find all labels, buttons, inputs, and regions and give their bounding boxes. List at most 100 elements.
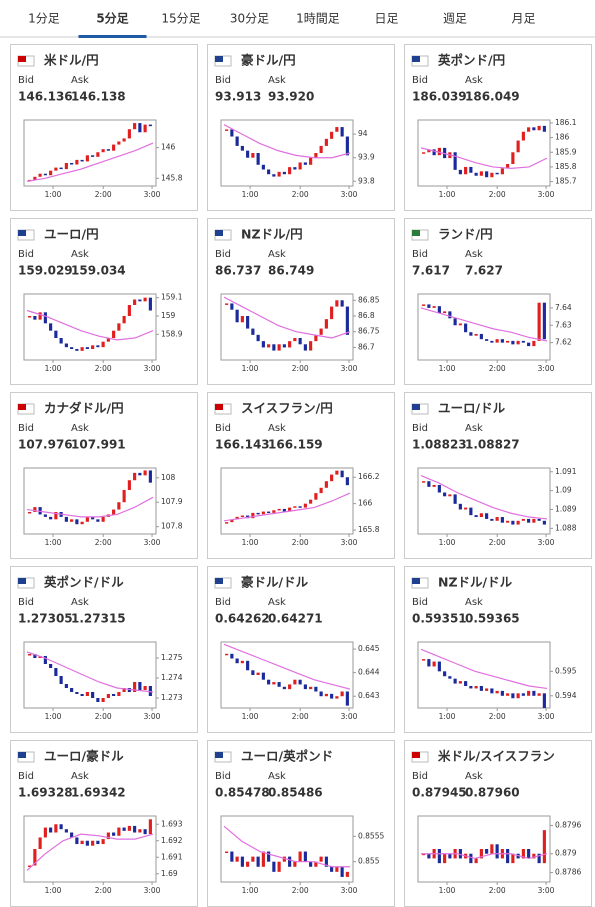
moving-average [420, 474, 548, 520]
pair-name[interactable]: 豪ドル/円 [241, 53, 296, 68]
tab[interactable]: 月足 [511, 12, 535, 26]
candle [335, 127, 339, 132]
bid-value: 86.737 [215, 264, 261, 278]
candle [537, 853, 541, 864]
tab[interactable]: 15分足 [161, 12, 200, 26]
tab[interactable]: 日足 [374, 12, 398, 26]
candle [495, 172, 499, 175]
chart-frame [417, 467, 551, 535]
x-tick-label: 3:00 [341, 712, 358, 721]
candle [458, 169, 462, 175]
candle [70, 162, 74, 165]
tab[interactable]: 30分足 [230, 12, 269, 26]
candle [324, 138, 328, 146]
moving-average [26, 142, 154, 182]
candle [251, 512, 255, 519]
candle [303, 503, 307, 508]
x-tick-label: 2:00 [292, 886, 309, 895]
tab[interactable]: 1時間足 [296, 12, 340, 26]
tab[interactable]: 5分足 [96, 11, 128, 26]
candle [511, 693, 515, 699]
pair-name[interactable]: カナダドル/円 [44, 401, 124, 416]
y-tick-label: 7.63 [555, 320, 572, 329]
candle [324, 693, 328, 697]
pair-name[interactable]: ランド/円 [438, 227, 493, 242]
pair-name[interactable]: ユーロ/豪ドル [44, 749, 124, 764]
candle [490, 844, 494, 854]
x-tick-label: 3:00 [144, 886, 161, 895]
candle [479, 686, 483, 691]
ask-value: 159.034 [71, 264, 126, 278]
candle [75, 519, 79, 525]
candle [485, 339, 489, 341]
pair-name[interactable]: NZドル/円 [241, 227, 303, 242]
tab[interactable]: 週足 [443, 12, 467, 26]
x-tick-label: 1:00 [45, 364, 62, 373]
candle [138, 682, 142, 690]
flag-field [215, 578, 223, 584]
candle [28, 512, 32, 514]
candle [251, 328, 255, 335]
candle [251, 856, 255, 862]
pair-name[interactable]: ユーロ/英ポンド [241, 749, 333, 764]
candle [43, 514, 47, 517]
x-tick-label: 3:00 [538, 886, 555, 895]
candle [345, 136, 349, 156]
pair-name[interactable]: 米ドル/円 [43, 53, 99, 68]
pair-name[interactable]: 米ドル/スイスフラン [437, 749, 555, 764]
candle [479, 513, 483, 518]
tab[interactable]: 1分足 [28, 12, 60, 26]
moving-average [223, 492, 351, 522]
moving-average [26, 651, 154, 693]
candle [49, 170, 53, 176]
pair-name[interactable]: 英ポンド/ドル [44, 575, 124, 590]
y-tick-label: 1.693 [161, 819, 183, 828]
ask-value: 7.627 [465, 264, 503, 278]
y-tick-label: 7.62 [555, 338, 572, 347]
candle [448, 494, 452, 497]
pair-name[interactable]: 豪ドル/ドル [241, 575, 309, 590]
candle [340, 470, 344, 478]
y-tick-label: 108 [161, 473, 176, 482]
candle [64, 343, 68, 348]
y-tick-label: 158.9 [161, 329, 183, 338]
candle [422, 659, 426, 661]
candle [106, 832, 110, 840]
x-tick-label: 1:00 [439, 538, 456, 547]
x-tick-label: 2:00 [95, 712, 112, 721]
candle [521, 131, 525, 141]
active-tab-underline [78, 35, 147, 38]
candle [127, 825, 131, 831]
candle [28, 865, 32, 867]
flag-field [18, 230, 26, 236]
candle [309, 499, 313, 504]
x-tick-label: 1:00 [242, 886, 259, 895]
candle [427, 304, 431, 308]
candle [127, 688, 131, 692]
candle [293, 679, 297, 685]
candle [64, 829, 68, 833]
candle [272, 861, 276, 872]
pair-name[interactable]: NZドル/ドル [438, 575, 513, 590]
candle [235, 136, 239, 146]
moving-average [26, 833, 154, 871]
bid-label: Bid [412, 75, 428, 86]
x-tick-label: 3:00 [341, 190, 358, 199]
flag-field [215, 230, 223, 236]
candle [43, 173, 47, 176]
candle [319, 328, 323, 335]
candle [43, 312, 47, 324]
candle [500, 168, 504, 175]
candle [33, 849, 37, 866]
pair-name[interactable]: 英ポンド/円 [438, 53, 505, 68]
candle [527, 342, 531, 347]
candle [75, 349, 79, 351]
pair-name[interactable]: スイスフラン/円 [241, 401, 333, 416]
pair-name[interactable]: ユーロ/ドル [438, 401, 506, 416]
candle [28, 654, 32, 656]
candle [298, 338, 302, 345]
bid-value: 1.27305 [18, 612, 73, 626]
candle [148, 819, 152, 835]
candle [340, 127, 344, 137]
pair-name[interactable]: ユーロ/円 [44, 227, 99, 242]
